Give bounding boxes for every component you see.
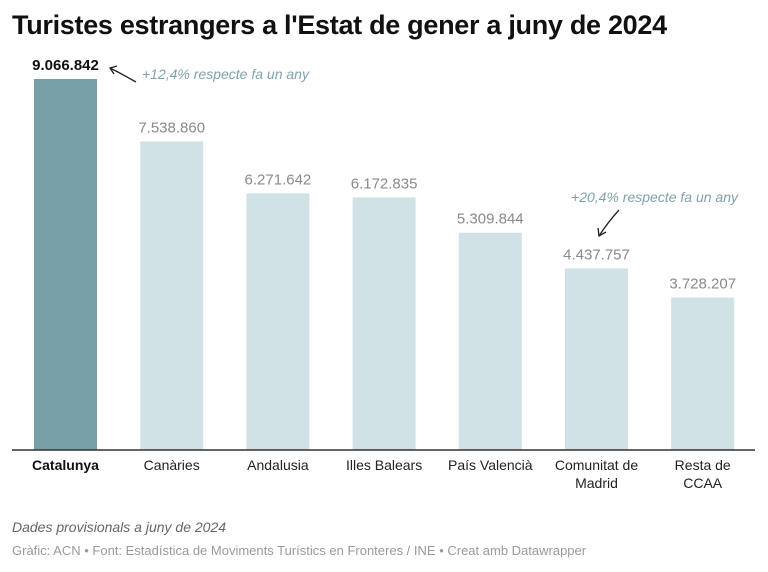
bar-3 bbox=[352, 197, 416, 450]
bar-5 bbox=[565, 268, 628, 450]
annotation-catalunya: +12,4% respecte fa un any bbox=[142, 66, 310, 82]
value-label: 4.437.757 bbox=[563, 246, 630, 263]
annotation-madrid: +20,4% respecte fa un any bbox=[571, 189, 739, 205]
category-label: Andalusia bbox=[247, 457, 309, 473]
annotation-arrowhead bbox=[108, 65, 118, 75]
value-label: 3.728.207 bbox=[669, 275, 736, 292]
annotation-arrow bbox=[109, 67, 137, 83]
bar-6 bbox=[671, 297, 735, 450]
bar-4 bbox=[458, 232, 522, 450]
bar-0 bbox=[34, 79, 97, 450]
value-label: 9.066.842 bbox=[32, 57, 99, 74]
value-label: 7.538.860 bbox=[138, 120, 205, 137]
value-label: 6.172.835 bbox=[351, 175, 418, 192]
annotation-arrow bbox=[598, 209, 620, 237]
value-label: 6.271.642 bbox=[245, 171, 312, 188]
category-label: Comunitat de Madrid bbox=[555, 457, 638, 491]
bar-2 bbox=[246, 193, 310, 450]
footnote: Dades provisionals a juny de 2024 bbox=[12, 519, 227, 535]
source-credit: Gràfic: ACN • Font: Estadística de Movim… bbox=[12, 543, 587, 558]
category-label: Canàries bbox=[144, 457, 200, 473]
category-label: Catalunya bbox=[32, 457, 99, 473]
value-label: 5.309.844 bbox=[457, 211, 524, 228]
bar-1 bbox=[140, 141, 204, 450]
category-label: Illes Balears bbox=[346, 457, 422, 473]
bar-chart: 9.066.842 Catalunya 7.538.860 Canàries 6.271… bbox=[12, 57, 755, 491]
annotation-arrowhead bbox=[597, 227, 607, 238]
category-label: País Valencià bbox=[448, 457, 533, 473]
category-label: Resta de CCAA bbox=[675, 457, 731, 491]
chart-title: Turistes estrangers a l'Estat de gener a… bbox=[12, 10, 667, 40]
